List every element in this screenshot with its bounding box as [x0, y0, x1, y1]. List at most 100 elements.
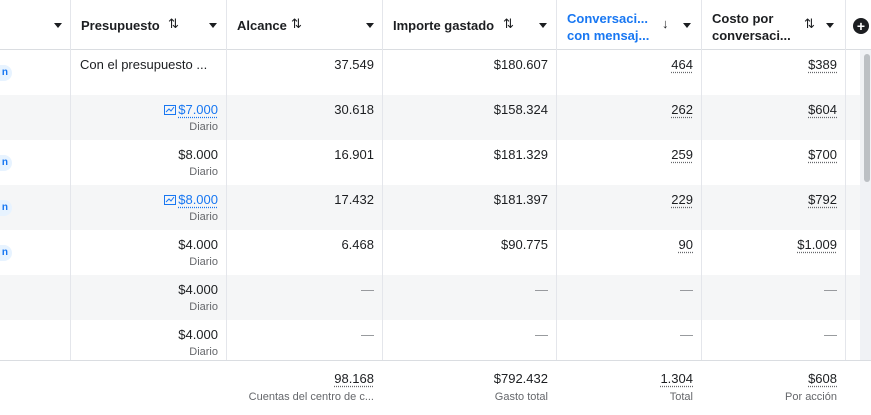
column-divider — [556, 50, 557, 414]
table-row[interactable]: $4.000 Diario — — — — — [0, 320, 871, 365]
costo-cell: $389 — [702, 50, 846, 95]
total-value[interactable]: 1.304 — [660, 371, 693, 386]
conversaciones-cell: 262 — [557, 95, 702, 140]
alcance-cell: 17.432 — [227, 185, 383, 230]
add-column-icon[interactable]: + — [853, 18, 869, 34]
costo-cell: $700 — [702, 140, 846, 185]
alcance-cell: 6.468 — [227, 230, 383, 275]
importe-cell: $158.324 — [383, 95, 557, 140]
alcance-cell: — — [227, 320, 383, 365]
costo-cell: $604 — [702, 95, 846, 140]
conversaciones-cell-value: — — [680, 327, 693, 342]
table-row[interactable]: $7.000 Diario 30.618 $158.324 262 $604 — [0, 95, 871, 140]
costo-cell-value[interactable]: $700 — [808, 147, 837, 162]
header-conversaciones[interactable]: Conversaci... con mensaj... ↓ — [557, 0, 702, 50]
table-row[interactable]: n $8.000 Diario 16.901 $181.329 259 $700 — [0, 140, 871, 185]
status-badge[interactable]: n — [0, 155, 12, 171]
budget-period: Diario — [189, 346, 218, 358]
importe-cell: $180.607 — [383, 50, 557, 95]
status-cell — [0, 275, 71, 320]
header-label: Importe gastado — [393, 18, 495, 33]
table-row[interactable]: n $4.000 Diario 6.468 $90.775 90 $1.009 — [0, 230, 871, 275]
header-presupuesto[interactable]: Presupuesto ⇅ — [71, 0, 227, 50]
chevron-down-icon[interactable] — [826, 23, 834, 28]
alcance-cell-value: 37.549 — [334, 57, 374, 72]
importe-cell-value: $181.329 — [493, 147, 548, 162]
costo-cell-value[interactable]: $389 — [808, 57, 837, 72]
budget-value: $4.000 — [178, 282, 218, 297]
column-divider — [845, 50, 846, 414]
table-row[interactable]: n $8.000 Diario 17.432 $181.397 229 $792 — [0, 185, 871, 230]
chevron-down-icon[interactable] — [683, 23, 691, 28]
total-value[interactable]: $608 — [808, 371, 837, 386]
conversaciones-cell: — — [557, 275, 702, 320]
costo-cell-value[interactable]: $604 — [808, 102, 837, 117]
budget-value[interactable]: $7.000 — [164, 102, 218, 117]
status-badge[interactable]: n — [0, 245, 12, 261]
table-row[interactable]: n Con el presupuesto ... 37.549 $180.607 464… — [0, 50, 871, 95]
table-row[interactable]: $4.000 Diario — — — — — [0, 275, 871, 320]
total-conversaciones: 1.304 Total — [557, 361, 702, 415]
budget-cell: $4.000 Diario — [71, 275, 227, 320]
header-costo-por-conversacion[interactable]: Costo por conversaci... ⇅ — [702, 0, 846, 50]
conversaciones-cell-value[interactable]: 229 — [671, 192, 693, 207]
importe-cell: $181.397 — [383, 185, 557, 230]
table-header: Presupuesto ⇅ Alcance ⇅ Importe gastado … — [0, 0, 871, 50]
conversaciones-cell-value[interactable]: 464 — [671, 57, 693, 72]
header-importe-gastado[interactable]: Importe gastado ⇅ — [383, 0, 557, 50]
sort-icon[interactable]: ⇅ — [503, 16, 514, 31]
sort-desc-icon[interactable]: ↓ — [662, 16, 669, 31]
importe-cell-value: — — [535, 327, 548, 342]
costo-cell-value: — — [824, 282, 837, 297]
sort-icon[interactable]: ⇅ — [168, 16, 179, 31]
budget-amount: $4.000 — [178, 282, 218, 297]
status-badge[interactable]: n — [0, 65, 12, 81]
importe-cell: — — [383, 320, 557, 365]
chevron-down-icon[interactable] — [209, 23, 217, 28]
chevron-down-icon[interactable] — [366, 23, 374, 28]
chevron-down-icon[interactable] — [539, 23, 547, 28]
scrollbar-thumb[interactable] — [864, 54, 870, 182]
budget-cell: $8.000 Diario — [71, 185, 227, 230]
budget-period: Diario — [189, 166, 218, 178]
status-cell: n — [0, 140, 71, 185]
status-cell — [0, 320, 71, 365]
vertical-scrollbar[interactable] — [860, 50, 871, 360]
costo-cell: $792 — [702, 185, 846, 230]
budget-value: $4.000 — [178, 237, 218, 252]
status-cell: n — [0, 230, 71, 275]
header-label: Costo por conversaci... — [712, 10, 791, 44]
conversaciones-cell: 464 — [557, 50, 702, 95]
importe-cell-value: $181.397 — [493, 192, 548, 207]
costo-cell: — — [702, 320, 846, 365]
conversaciones-cell-value[interactable]: 262 — [671, 102, 693, 117]
alcance-cell: 16.901 — [227, 140, 383, 185]
header-label-line2: conversaci... — [712, 28, 791, 43]
header-alcance[interactable]: Alcance ⇅ — [227, 0, 383, 50]
total-value[interactable]: 98.168 — [334, 371, 374, 386]
budget-value[interactable]: $8.000 — [164, 192, 218, 207]
conversaciones-cell: 90 — [557, 230, 702, 275]
header-prev-column[interactable] — [0, 0, 71, 50]
costo-cell-value: — — [824, 327, 837, 342]
costo-cell: — — [702, 275, 846, 320]
alcance-cell-value: 30.618 — [334, 102, 374, 117]
sort-icon[interactable]: ⇅ — [291, 16, 302, 31]
chevron-down-icon[interactable] — [54, 23, 62, 28]
conversaciones-cell-value[interactable]: 90 — [678, 237, 693, 252]
budget-cell: $8.000 Diario — [71, 140, 227, 185]
sort-icon[interactable]: ⇅ — [804, 16, 815, 31]
budget-chart-icon — [164, 105, 177, 115]
header-label: Alcance — [237, 18, 287, 33]
conversaciones-cell-value[interactable]: 259 — [671, 147, 693, 162]
budget-period: Diario — [189, 301, 218, 313]
budget-period: Diario — [189, 211, 218, 223]
header-label: Conversaci... con mensaj... — [567, 10, 649, 44]
status-badge[interactable]: n — [0, 200, 12, 216]
costo-cell-value[interactable]: $1.009 — [797, 237, 837, 252]
totals-row: 98.168 Cuentas del centro de c... $792.4… — [0, 360, 871, 414]
costo-cell-value[interactable]: $792 — [808, 192, 837, 207]
budget-value: $8.000 — [178, 147, 218, 162]
alcance-cell: 30.618 — [227, 95, 383, 140]
